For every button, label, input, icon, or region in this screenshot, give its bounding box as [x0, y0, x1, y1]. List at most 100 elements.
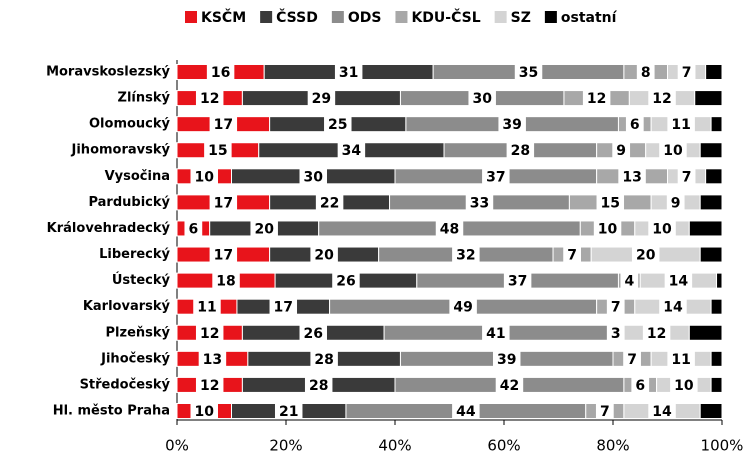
data-label: 10 [674, 378, 694, 394]
data-label-group: 10 [648, 220, 676, 237]
data-label-bg [332, 272, 360, 289]
data-label-group: 10 [659, 142, 687, 159]
bar-segment [699, 246, 723, 263]
data-label: 9 [671, 195, 681, 211]
data-label-group: 41 [482, 324, 510, 342]
data-label: 10 [598, 221, 618, 237]
data-label-group: 26 [299, 324, 327, 342]
data-label-bg [307, 90, 336, 107]
bar-segment [688, 324, 723, 341]
data-label: 17 [214, 117, 233, 133]
data-label-bg [195, 376, 224, 393]
data-label-group: 39 [492, 350, 521, 368]
data-label: 28 [309, 378, 328, 394]
data-label-group: 15 [204, 142, 232, 159]
category-label: Ústecký [112, 272, 171, 288]
data-label-bg [206, 64, 235, 80]
data-label-bg [677, 168, 696, 185]
data-label-bg [495, 376, 524, 393]
data-label-bg [659, 142, 687, 159]
data-label: 44 [456, 404, 476, 420]
data-label-group: 18 [212, 272, 240, 290]
bar-segment [705, 168, 723, 185]
data-label-bg [667, 350, 695, 367]
data-label-group: 7 [623, 350, 641, 368]
data-label: 18 [216, 274, 235, 290]
data-label: 15 [208, 143, 227, 159]
data-label-group: 10 [190, 403, 218, 420]
data-label-group: 28 [310, 350, 338, 368]
data-label-group: 12 [582, 90, 611, 107]
data-label-group: 14 [659, 298, 687, 316]
data-label-bg [618, 168, 646, 185]
data-label-group: 30 [468, 90, 496, 107]
data-label-bg [648, 403, 676, 419]
data-label-group: 17 [209, 116, 238, 133]
data-label-group: 7 [677, 64, 696, 81]
bar-segment [694, 90, 723, 107]
data-label: 16 [211, 65, 230, 81]
data-label-bg [506, 142, 535, 159]
data-label-bg [625, 116, 644, 133]
data-label-group: 12 [195, 324, 224, 342]
data-label-group: 22 [315, 194, 344, 211]
legend-swatch [395, 11, 408, 23]
data-label-group: 4 [620, 272, 639, 290]
data-label-group: 10 [593, 220, 622, 237]
legend-label: KDU-ČSL [411, 8, 480, 26]
data-label-bg [642, 324, 671, 341]
data-label: 10 [195, 404, 215, 420]
data-label-group: 12 [195, 376, 224, 394]
bar-segment [699, 142, 723, 159]
data-label-group: 11 [193, 298, 221, 316]
data-label-group: 20 [310, 246, 338, 264]
data-label-group: 7 [677, 168, 696, 185]
x-tick-label: 80% [596, 437, 629, 455]
data-label: 10 [652, 221, 672, 237]
data-label: 20 [254, 221, 274, 237]
data-label: 33 [470, 195, 489, 211]
bar-segment [716, 272, 723, 289]
data-label-bg [190, 168, 218, 185]
data-label: 14 [663, 300, 683, 316]
data-label: 4 [624, 274, 634, 290]
data-label-bg [670, 376, 698, 393]
data-label-bg [648, 220, 676, 237]
data-label: 41 [486, 326, 505, 342]
data-label-bg [666, 194, 685, 211]
data-label: 42 [500, 378, 519, 394]
data-label-bg [482, 168, 510, 185]
data-label-group: 39 [498, 116, 526, 133]
data-label-group: 11 [667, 350, 695, 368]
category-label: Moravskoslezský [46, 65, 170, 80]
legend-swatch [544, 11, 557, 23]
legend-label: ODS [348, 10, 382, 26]
data-label-bg [503, 272, 532, 289]
data-label: 7 [611, 300, 621, 316]
data-label-bg [209, 194, 238, 211]
bar-segment [705, 64, 723, 80]
data-label: 20 [314, 248, 334, 264]
data-label-bg [195, 324, 224, 341]
data-label-bg [468, 90, 496, 107]
data-label-group: 12 [648, 90, 676, 107]
bar-segment [710, 376, 723, 393]
data-label-group: 13 [198, 350, 227, 368]
data-label-group: 11 [667, 116, 695, 133]
data-label: 29 [312, 91, 331, 107]
category-label: Hl. město Praha [53, 404, 170, 419]
data-label: 17 [274, 300, 293, 316]
data-label-group: 16 [206, 64, 235, 81]
data-label-group: 17 [209, 246, 238, 264]
data-label-group: 14 [664, 272, 693, 290]
data-label-group: 14 [648, 403, 676, 420]
data-label-bg [606, 298, 625, 315]
data-label-bg [465, 194, 494, 211]
data-label-bg [449, 298, 477, 315]
bar-segment [699, 403, 723, 419]
data-label-bg [514, 64, 543, 80]
data-label-bg [315, 194, 344, 211]
data-label: 21 [279, 404, 298, 420]
data-label-group: 17 [269, 298, 298, 316]
data-label-group: 13 [618, 168, 646, 185]
